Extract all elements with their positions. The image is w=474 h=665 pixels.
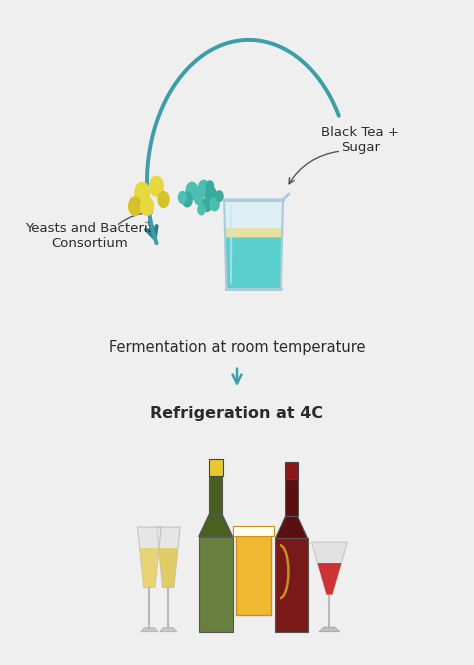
Circle shape <box>206 180 214 192</box>
Polygon shape <box>199 537 233 632</box>
Polygon shape <box>233 527 274 536</box>
Circle shape <box>134 182 150 204</box>
Polygon shape <box>236 533 271 615</box>
Text: Refrigeration at 4C: Refrigeration at 4C <box>150 406 324 421</box>
Polygon shape <box>225 228 283 237</box>
Circle shape <box>149 176 164 197</box>
Polygon shape <box>319 627 340 632</box>
Polygon shape <box>311 542 347 595</box>
Circle shape <box>185 182 199 200</box>
Polygon shape <box>199 514 233 537</box>
Text: Yeasts and Bacteria
Consortium: Yeasts and Bacteria Consortium <box>25 222 155 250</box>
Polygon shape <box>275 539 308 632</box>
Polygon shape <box>209 459 223 476</box>
Polygon shape <box>275 517 308 539</box>
Polygon shape <box>285 462 298 479</box>
Polygon shape <box>225 237 282 289</box>
Circle shape <box>197 203 206 215</box>
Circle shape <box>157 191 170 208</box>
Circle shape <box>178 191 187 204</box>
Polygon shape <box>285 479 298 517</box>
Polygon shape <box>141 628 158 632</box>
Polygon shape <box>137 527 161 588</box>
Circle shape <box>210 197 220 211</box>
Text: Fermentation at room temperature: Fermentation at room temperature <box>109 340 365 354</box>
Polygon shape <box>140 548 159 588</box>
Circle shape <box>202 198 212 212</box>
Polygon shape <box>209 476 222 514</box>
Polygon shape <box>224 200 283 289</box>
Circle shape <box>215 190 224 202</box>
Polygon shape <box>156 527 180 588</box>
Circle shape <box>194 191 204 205</box>
Circle shape <box>198 180 210 197</box>
Circle shape <box>182 192 193 207</box>
Polygon shape <box>318 563 341 595</box>
Circle shape <box>128 196 142 216</box>
Polygon shape <box>159 548 178 588</box>
Polygon shape <box>160 628 177 632</box>
Text: Black Tea +
Sugar: Black Tea + Sugar <box>321 126 399 154</box>
Circle shape <box>205 186 217 203</box>
Circle shape <box>140 196 154 216</box>
